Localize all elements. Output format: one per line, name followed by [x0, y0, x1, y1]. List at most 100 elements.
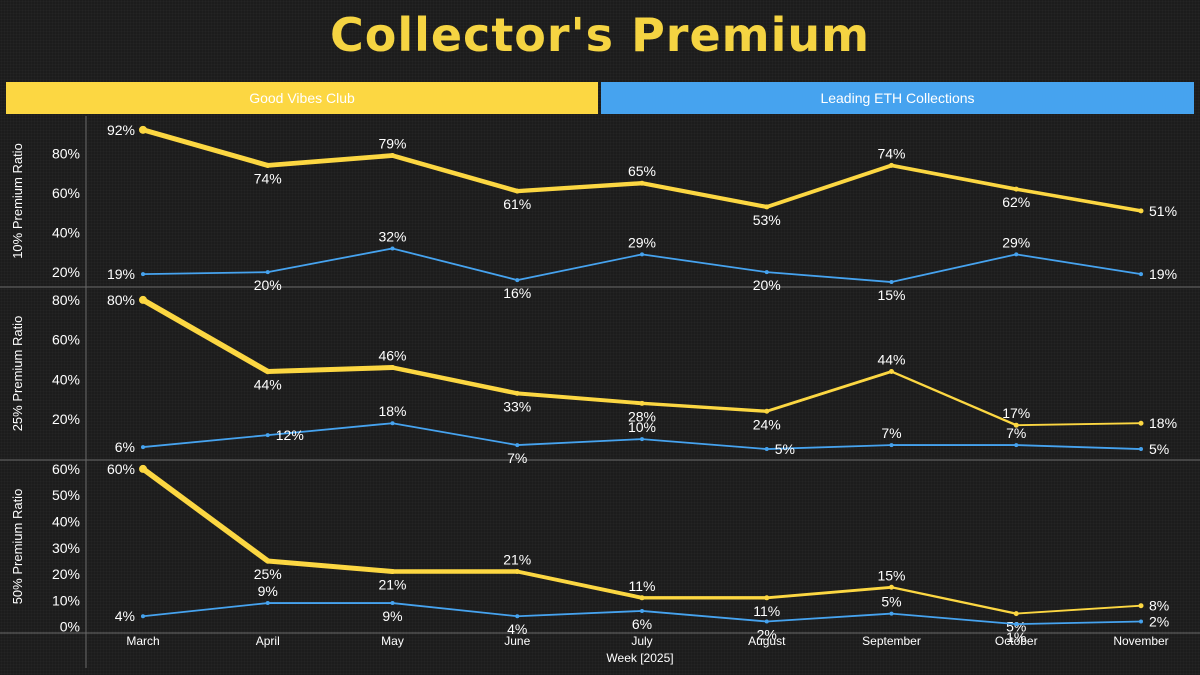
y-tick-label: 60%	[52, 332, 80, 348]
gvc-data-point	[889, 584, 894, 590]
eth-data-label: 9%	[382, 608, 402, 624]
x-tick-label: April	[256, 634, 280, 648]
eth-data-label: 7%	[1006, 425, 1026, 441]
gvc-data-point	[764, 204, 770, 210]
eth-data-point	[265, 433, 270, 438]
gvc-data-label: 61%	[503, 196, 531, 212]
eth-line-segment	[765, 444, 893, 450]
gvc-data-label: 62%	[1002, 194, 1030, 210]
gvc-data-label: 60%	[107, 461, 135, 477]
gvc-data-point	[514, 390, 520, 396]
gvc-data-label: 79%	[378, 136, 406, 152]
gvc-line-segment	[764, 163, 894, 209]
eth-data-point	[1014, 443, 1019, 448]
gvc-data-point	[265, 162, 271, 168]
eth-line-segment	[391, 247, 519, 281]
gvc-line-segment	[140, 297, 271, 375]
gvc-data-label: 51%	[1149, 203, 1177, 219]
gvc-data-label: 11%	[753, 603, 780, 619]
gvc-data-point	[390, 568, 395, 574]
gvc-data-point	[514, 568, 520, 574]
gvc-data-label: 92%	[107, 122, 135, 138]
y-tick-label: 40%	[52, 514, 80, 530]
x-tick-label: March	[126, 634, 159, 648]
gvc-data-label: 21%	[503, 551, 531, 567]
gvc-line-segment	[765, 370, 893, 413]
eth-data-point	[515, 443, 520, 448]
eth-data-label: 29%	[628, 234, 656, 250]
header-good-vibes-club-label: Good Vibes Club	[249, 90, 355, 106]
y-tick-label: 60%	[52, 185, 80, 201]
eth-line-segment	[641, 253, 768, 274]
eth-data-point	[764, 447, 769, 452]
y-tick-label: 80%	[52, 146, 80, 162]
gvc-data-label: 28%	[628, 408, 656, 424]
eth-data-label: 10%	[628, 419, 656, 435]
eth-data-label: 12%	[276, 427, 304, 443]
y-tick-label: 10%	[52, 592, 80, 608]
eth-data-label: 7%	[881, 425, 901, 441]
gvc-data-point	[1013, 186, 1019, 192]
gvc-data-point	[265, 558, 271, 564]
gvc-line-segment	[515, 391, 644, 406]
gvc-line-segment	[890, 370, 1018, 427]
x-tick-label: July	[631, 634, 652, 648]
gvc-data-label: 8%	[1149, 598, 1169, 614]
eth-data-label: 15%	[877, 287, 905, 303]
eth-line-segment	[142, 434, 269, 448]
eth-line-segment	[516, 438, 643, 446]
eth-data-label: 2%	[1149, 613, 1169, 629]
eth-data-point	[390, 246, 395, 251]
gvc-data-label: 74%	[254, 170, 282, 186]
gvc-line-segment	[639, 181, 769, 210]
x-tick-label: August	[748, 634, 786, 648]
y-axis-label: 10% Premium Ratio	[10, 143, 25, 259]
eth-data-label: 16%	[503, 285, 531, 301]
y-tick-label: 40%	[52, 225, 80, 241]
gvc-line-segment	[265, 153, 395, 168]
header-leading-eth-label: Leading ETH Collections	[820, 90, 975, 106]
gvc-line-segment	[890, 586, 1018, 615]
gvc-line-segment	[1015, 604, 1142, 615]
eth-line-segment	[1015, 444, 1142, 450]
gvc-line-segment	[515, 569, 644, 600]
eth-line-segment	[142, 602, 269, 618]
y-axis-label: 50% Premium Ratio	[10, 489, 25, 605]
eth-line-segment	[142, 271, 269, 276]
eth-data-label: 32%	[378, 228, 406, 244]
eth-line-segment	[391, 422, 519, 446]
eth-data-label: 20%	[254, 277, 282, 293]
eth-line-segment	[516, 253, 643, 281]
eth-line-segment	[641, 610, 768, 623]
eth-data-point	[141, 614, 145, 619]
eth-line-segment	[1015, 620, 1142, 626]
gvc-data-point	[1138, 420, 1144, 426]
gvc-data-label: 44%	[254, 377, 282, 393]
gvc-data-point	[139, 295, 147, 304]
gvc-data-point	[764, 408, 770, 414]
eth-line-segment	[890, 253, 1018, 283]
y-tick-label: 20%	[52, 566, 80, 582]
gvc-data-point	[1013, 422, 1019, 428]
gvc-data-point	[889, 162, 894, 168]
gvc-data-point	[139, 125, 147, 134]
header-good-vibes-club: Good Vibes Club	[6, 82, 598, 114]
gvc-data-label: 21%	[378, 576, 406, 592]
eth-data-point	[141, 272, 145, 277]
eth-data-point	[265, 601, 270, 606]
eth-data-label: 6%	[632, 616, 652, 632]
y-tick-label: 60%	[52, 461, 80, 477]
eth-data-label: 5%	[1149, 441, 1169, 457]
eth-line-segment	[765, 612, 893, 623]
eth-data-point	[265, 270, 270, 275]
eth-data-point	[764, 619, 769, 624]
eth-data-point	[1139, 272, 1143, 277]
gvc-data-label: 33%	[503, 398, 531, 414]
eth-data-label: 18%	[378, 403, 406, 419]
gvc-data-point	[1013, 611, 1019, 617]
gvc-data-point	[390, 153, 395, 159]
y-tick-label: 50%	[52, 487, 80, 503]
eth-data-label: 19%	[1149, 266, 1177, 282]
eth-data-point	[1139, 619, 1143, 624]
gvc-data-point	[1138, 208, 1144, 214]
